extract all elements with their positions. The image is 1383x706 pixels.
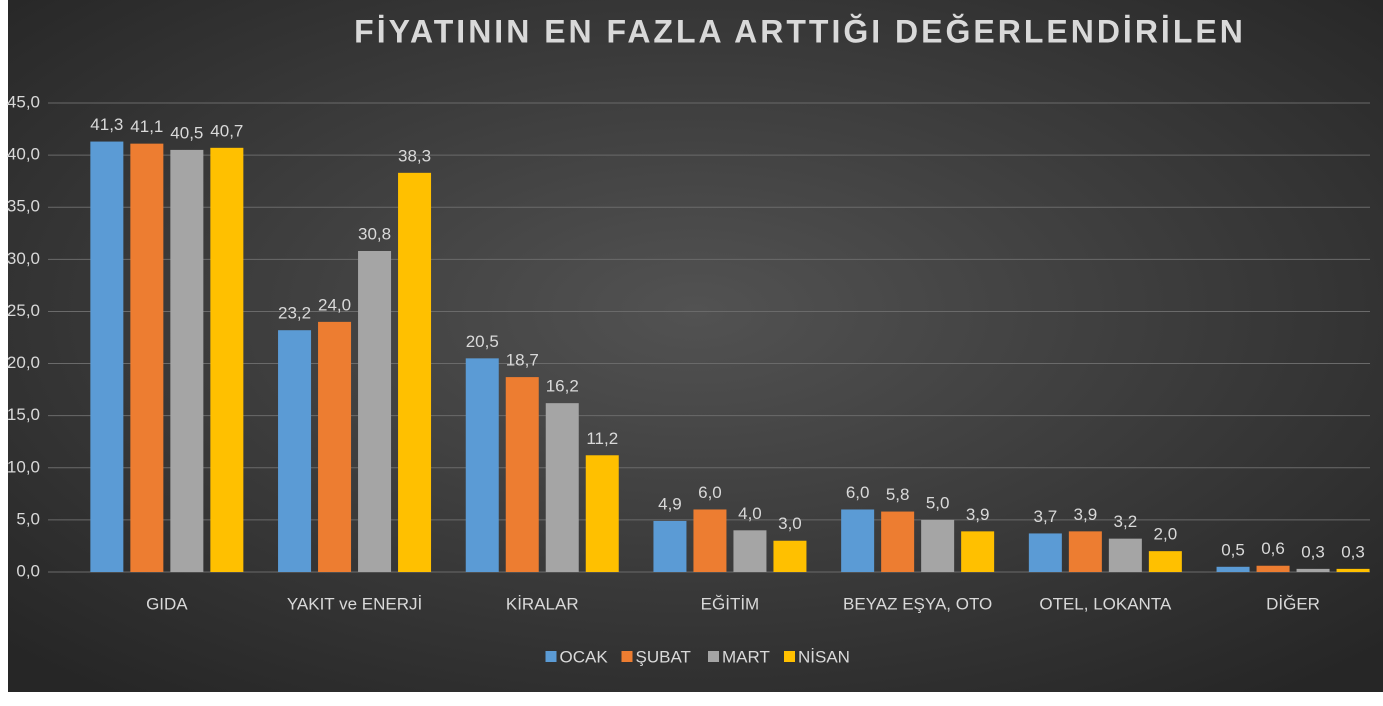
value-label: 0,5 xyxy=(1221,540,1245,559)
x-tick-label: YAKIT ve ENERJİ xyxy=(287,594,422,613)
legend-label: ŞUBAT xyxy=(636,647,691,666)
bar xyxy=(1336,568,1370,572)
bar xyxy=(1296,568,1330,572)
x-tick-label: EĞİTİM xyxy=(701,594,760,613)
bar xyxy=(465,358,499,572)
value-label: 16,2 xyxy=(546,377,579,396)
value-label: 4,9 xyxy=(658,494,682,513)
value-label: 38,3 xyxy=(398,146,431,165)
bar xyxy=(733,530,767,572)
x-tick-label: DİĞER xyxy=(1266,594,1320,613)
bar xyxy=(90,141,124,572)
x-tick-label: OTEL, LOKANTA xyxy=(1039,594,1172,613)
bar xyxy=(841,509,875,572)
y-tick-label: 15,0 xyxy=(7,405,40,424)
bar xyxy=(585,455,619,572)
y-tick-label: 25,0 xyxy=(7,301,40,320)
bar xyxy=(1028,533,1062,572)
bar xyxy=(1108,538,1142,572)
legend-label: NİSAN xyxy=(798,647,850,666)
bar xyxy=(318,321,352,572)
bar xyxy=(693,509,727,572)
value-label: 5,8 xyxy=(886,485,910,504)
value-label: 23,2 xyxy=(278,304,311,323)
value-label: 6,0 xyxy=(846,483,870,502)
value-label: 0,3 xyxy=(1341,542,1365,561)
value-label: 2,0 xyxy=(1154,525,1178,544)
bar xyxy=(1148,551,1182,572)
bar xyxy=(358,250,392,573)
bar xyxy=(961,531,995,572)
legend-label: MART xyxy=(722,647,770,666)
bar xyxy=(130,143,164,572)
bar xyxy=(545,403,579,572)
value-label: 24,0 xyxy=(318,295,351,314)
value-label: 5,0 xyxy=(926,493,950,512)
y-tick-label: 45,0 xyxy=(7,92,40,111)
chart-title: FİYATININ EN FAZLA ARTTIĞI DEĞERLENDİRİL… xyxy=(354,13,1246,49)
value-label: 3,0 xyxy=(778,514,802,533)
value-label: 6,0 xyxy=(698,483,722,502)
value-label: 3,2 xyxy=(1114,512,1138,531)
value-label: 3,9 xyxy=(1074,505,1098,524)
bar xyxy=(921,519,955,572)
bar xyxy=(278,330,312,572)
x-tick-label: BEYAZ EŞYA, OTO xyxy=(843,594,992,613)
value-label: 40,5 xyxy=(170,123,203,142)
y-tick-label: 0,0 xyxy=(16,561,40,580)
bar xyxy=(773,540,807,572)
y-tick-label: 5,0 xyxy=(16,509,40,528)
value-label: 4,0 xyxy=(738,504,762,523)
bar xyxy=(505,377,539,572)
value-label: 30,8 xyxy=(358,224,391,243)
value-label: 20,5 xyxy=(466,332,499,351)
value-label: 41,1 xyxy=(130,117,163,136)
value-label: 11,2 xyxy=(586,429,618,448)
bar xyxy=(170,149,204,572)
bar xyxy=(210,147,244,572)
x-tick-label: GIDA xyxy=(146,594,188,613)
value-label: 3,7 xyxy=(1034,507,1058,526)
value-label: 18,7 xyxy=(506,351,539,370)
y-tick-label: 35,0 xyxy=(7,197,40,216)
legend-swatch xyxy=(708,651,719,662)
value-label: 40,7 xyxy=(210,121,243,140)
value-label: 3,9 xyxy=(966,505,990,524)
x-tick-label: KİRALAR xyxy=(506,594,579,613)
legend-swatch xyxy=(545,651,557,662)
value-label: 41,3 xyxy=(90,115,123,134)
y-tick-label: 30,0 xyxy=(7,249,40,268)
value-label: 0,3 xyxy=(1301,542,1325,561)
legend-swatch xyxy=(784,651,795,662)
bar xyxy=(881,511,915,572)
legend-swatch xyxy=(621,651,633,662)
legend-label: OCAK xyxy=(560,647,609,666)
y-tick-label: 40,0 xyxy=(7,145,40,164)
y-tick-label: 10,0 xyxy=(7,457,40,476)
bar xyxy=(1216,566,1250,572)
bar xyxy=(1068,531,1102,572)
bar xyxy=(1256,565,1290,572)
bar xyxy=(653,520,687,572)
value-label: 0,6 xyxy=(1261,539,1285,558)
bar xyxy=(398,172,432,572)
y-tick-label: 20,0 xyxy=(7,353,40,372)
